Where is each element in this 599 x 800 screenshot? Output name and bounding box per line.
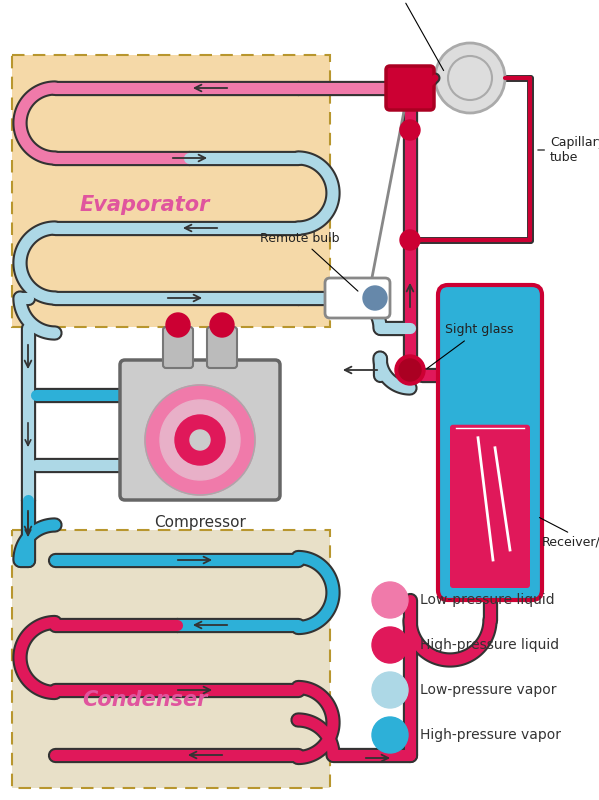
- Circle shape: [210, 313, 234, 337]
- Text: Sight glass: Sight glass: [427, 323, 513, 368]
- FancyBboxPatch shape: [12, 530, 330, 788]
- Circle shape: [400, 360, 420, 380]
- Text: Capillary
tube: Capillary tube: [538, 136, 599, 164]
- Text: Receiver/dryer: Receiver/dryer: [540, 518, 599, 550]
- Text: High-pressure liquid: High-pressure liquid: [420, 638, 559, 652]
- Circle shape: [363, 286, 387, 310]
- FancyBboxPatch shape: [120, 360, 280, 500]
- FancyBboxPatch shape: [450, 425, 530, 588]
- Circle shape: [372, 672, 408, 708]
- Circle shape: [160, 400, 240, 480]
- Circle shape: [399, 359, 421, 381]
- Circle shape: [166, 313, 190, 337]
- FancyBboxPatch shape: [325, 278, 390, 318]
- Circle shape: [372, 582, 408, 618]
- Text: Compressor: Compressor: [154, 515, 246, 530]
- FancyBboxPatch shape: [386, 66, 434, 110]
- Circle shape: [400, 120, 420, 140]
- Text: Thermostatic
expansion valve: Thermostatic expansion valve: [344, 0, 446, 70]
- Circle shape: [435, 43, 505, 113]
- Circle shape: [190, 430, 210, 450]
- Text: Low-pressure vapor: Low-pressure vapor: [420, 683, 556, 697]
- Circle shape: [372, 627, 408, 663]
- Circle shape: [145, 385, 255, 495]
- FancyBboxPatch shape: [12, 55, 330, 327]
- Circle shape: [400, 230, 420, 250]
- FancyBboxPatch shape: [438, 285, 542, 600]
- FancyBboxPatch shape: [163, 327, 193, 368]
- Circle shape: [395, 355, 425, 385]
- Text: Evaporator: Evaporator: [80, 195, 210, 215]
- Text: Condenser: Condenser: [82, 690, 208, 710]
- Circle shape: [175, 415, 225, 465]
- Circle shape: [372, 717, 408, 753]
- Text: Remote bulb: Remote bulb: [260, 231, 358, 291]
- FancyBboxPatch shape: [207, 327, 237, 368]
- Text: High-pressure vapor: High-pressure vapor: [420, 728, 561, 742]
- Text: Low-pressure liquid: Low-pressure liquid: [420, 593, 555, 607]
